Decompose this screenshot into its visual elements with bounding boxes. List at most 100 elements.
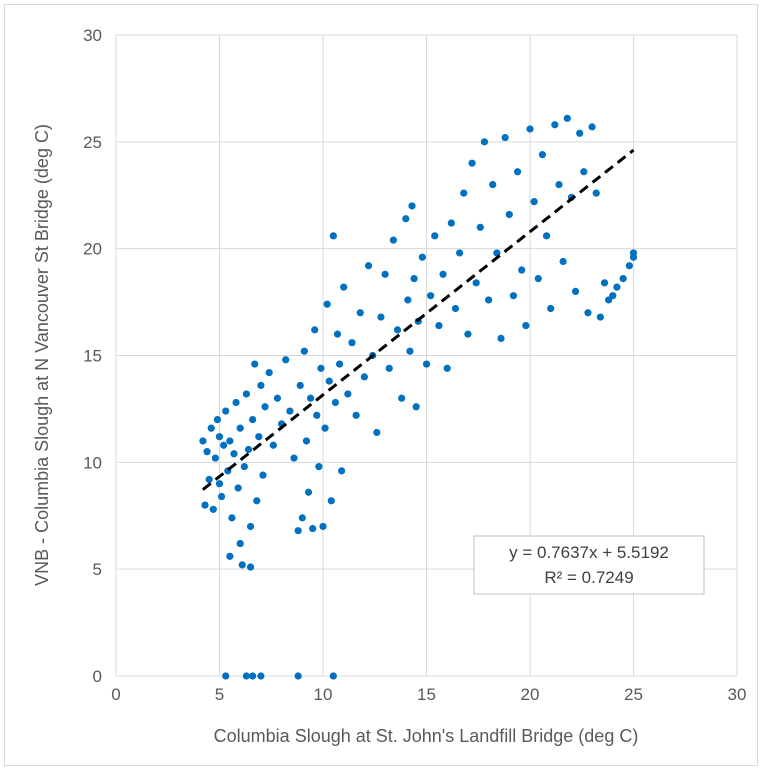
data-point [356,309,364,317]
data-point [321,424,329,432]
y-tick-label: 20 [83,240,102,259]
x-tick-label: 15 [417,685,436,704]
x-tick-label: 10 [314,685,333,704]
data-point [538,151,547,159]
data-point [257,672,265,680]
data-point [222,672,230,680]
data-point [344,390,352,398]
data-point [406,347,414,355]
data-point [246,522,255,531]
data-point [311,326,319,334]
data-point [609,292,617,300]
data-point [234,484,242,492]
data-point [319,522,327,531]
data-point [338,467,346,475]
y-tick-labels: 0 5 10 15 20 25 30 [83,26,102,686]
data-point [389,236,397,244]
data-point [242,672,251,680]
r-squared-label: R² = 0.7249 [544,568,633,587]
data-point [253,497,261,505]
data-point [530,198,538,206]
data-point [584,309,592,317]
data-point [451,304,460,313]
data-point [323,300,331,308]
trendline-equation: y = 0.7637x + 5.5192 [509,543,669,562]
data-point [439,270,447,278]
data-point [251,360,259,368]
x-tick-label: 30 [728,685,747,704]
data-point [443,364,451,372]
data-point [207,424,215,432]
y-tick-label: 0 [93,667,102,686]
data-point [236,424,244,432]
data-point [472,279,480,287]
data-point [238,561,246,569]
data-point [547,304,555,313]
data-point [246,563,255,571]
data-point [269,441,277,449]
data-point [325,377,333,385]
data-point [226,552,234,560]
x-tick-label: 5 [215,685,224,704]
data-point [304,488,313,496]
data-point [404,296,412,304]
data-point [327,497,335,505]
data-point [542,232,551,240]
data-point [373,428,381,437]
data-point [518,266,526,274]
data-point [211,454,219,462]
data-point [203,448,211,456]
data-point [228,514,236,522]
data-point [298,514,306,522]
data-point [273,394,282,402]
data-point [555,180,563,189]
data-point [249,672,257,680]
x-tick-label: 25 [624,685,643,704]
data-point [215,480,224,488]
equation-box: y = 0.7637x + 5.5192 R² = 0.7249 [473,535,705,595]
data-point [302,437,311,445]
data-point [335,360,344,368]
y-axis-title: VNB - Columbia Slough at N Vancouver St … [32,124,52,586]
data-point [331,398,340,407]
trendline [202,148,635,491]
data-point [333,330,342,338]
data-point [215,433,224,441]
data-point [352,411,360,419]
data-point [286,407,294,415]
data-point [422,360,431,368]
y-tick-label: 30 [83,26,102,45]
data-point [431,232,439,240]
data-point [559,257,567,266]
data-point [265,368,273,377]
data-point [294,672,302,680]
x-axis-title: Columbia Slough at St. John's Landfill B… [214,726,639,746]
data-point [456,249,464,257]
y-tick-label: 15 [83,347,102,366]
data-point [381,270,389,278]
data-point [259,471,267,479]
data-point [209,505,217,513]
data-point [505,210,513,219]
data-point [294,527,302,535]
data-point [435,321,443,330]
data-point [242,390,251,398]
data-point [226,437,234,445]
data-point [329,672,337,680]
data-point [427,292,435,300]
data-point [522,321,530,330]
data-point [489,180,497,189]
data-point [393,326,402,334]
data-point [236,539,244,548]
data-point [282,356,290,364]
data-point [501,133,509,142]
data-point [220,441,228,449]
x-tick-label: 20 [521,685,540,704]
data-point [509,292,518,300]
data-point [629,249,638,257]
data-point [315,463,323,471]
data-point [217,492,226,501]
data-point [360,373,368,381]
data-point [385,364,393,372]
